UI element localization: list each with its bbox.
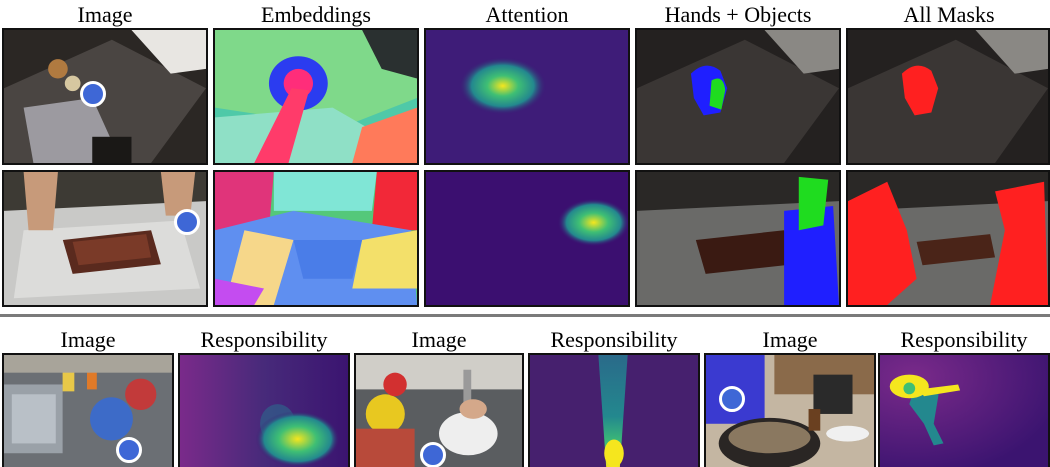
- title-attention: Attention: [485, 2, 569, 27]
- embeddings-map-2: [213, 170, 419, 307]
- image-kitchen-overhead: [2, 28, 208, 165]
- attention-map-2: [424, 170, 630, 307]
- query-point-marker: [174, 209, 200, 235]
- query-point-marker: [116, 437, 142, 463]
- section-divider: [0, 314, 1050, 317]
- query-point-marker: [420, 442, 446, 467]
- responsibility-map-1: [178, 353, 350, 467]
- embeddings-map-1: [213, 28, 419, 165]
- image-grill-foil: [2, 170, 208, 307]
- title-hands-objects: Hands + Objects: [664, 2, 812, 27]
- title-all-masks: All Masks: [903, 2, 995, 27]
- title-responsibility-1: Responsibility: [200, 327, 328, 352]
- title-responsibility-3: Responsibility: [900, 327, 1028, 352]
- hands-objects-mask-2: [635, 170, 841, 307]
- image-sink-dishes: [2, 353, 174, 467]
- attention-map-1: [424, 28, 630, 165]
- title-responsibility-2: Responsibility: [550, 327, 678, 352]
- responsibility-map-2: [528, 353, 700, 467]
- title-image-bottom-3: Image: [762, 327, 818, 352]
- responsibility-map-3: [878, 353, 1050, 467]
- query-point-marker: [719, 386, 745, 412]
- hands-objects-mask-1: [635, 28, 841, 165]
- image-plate-washing: [354, 353, 524, 467]
- title-image-top: Image: [77, 2, 133, 27]
- query-point-marker: [80, 81, 106, 107]
- title-image-bottom-2: Image: [411, 327, 467, 352]
- image-slow-cooker: [704, 353, 876, 467]
- all-masks-1: [846, 28, 1050, 165]
- title-embeddings: Embeddings: [261, 2, 371, 27]
- title-image-bottom-1: Image: [60, 327, 116, 352]
- all-masks-2: [846, 170, 1050, 307]
